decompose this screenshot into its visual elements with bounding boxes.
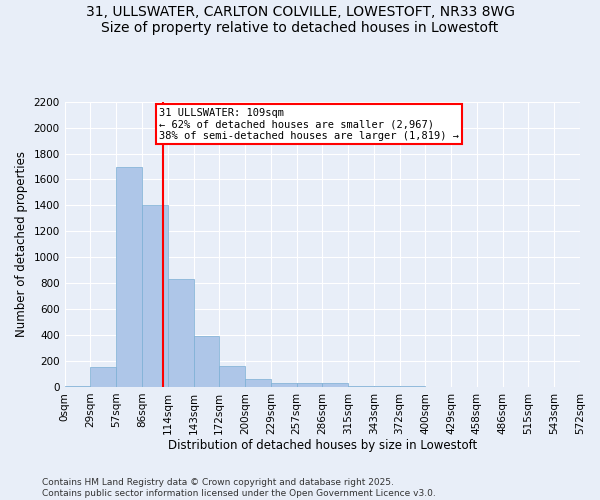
- X-axis label: Distribution of detached houses by size in Lowestoft: Distribution of detached houses by size …: [168, 440, 477, 452]
- Bar: [271, 383, 296, 387]
- Bar: [219, 366, 245, 387]
- Bar: [168, 278, 193, 387]
- Bar: [245, 378, 271, 387]
- Bar: [65, 386, 91, 387]
- Bar: [193, 336, 219, 387]
- Y-axis label: Number of detached properties: Number of detached properties: [15, 152, 28, 338]
- Bar: [91, 367, 116, 387]
- Text: 31, ULLSWATER, CARLTON COLVILLE, LOWESTOFT, NR33 8WG
Size of property relative t: 31, ULLSWATER, CARLTON COLVILLE, LOWESTO…: [86, 5, 515, 35]
- Text: 31 ULLSWATER: 109sqm
← 62% of detached houses are smaller (2,967)
38% of semi-de: 31 ULLSWATER: 109sqm ← 62% of detached h…: [159, 108, 459, 140]
- Bar: [374, 386, 400, 387]
- Text: Contains HM Land Registry data © Crown copyright and database right 2025.
Contai: Contains HM Land Registry data © Crown c…: [42, 478, 436, 498]
- Bar: [116, 166, 142, 387]
- Bar: [348, 386, 374, 387]
- Bar: [296, 383, 322, 387]
- Bar: [322, 383, 348, 387]
- Bar: [400, 386, 425, 387]
- Bar: [142, 206, 168, 387]
